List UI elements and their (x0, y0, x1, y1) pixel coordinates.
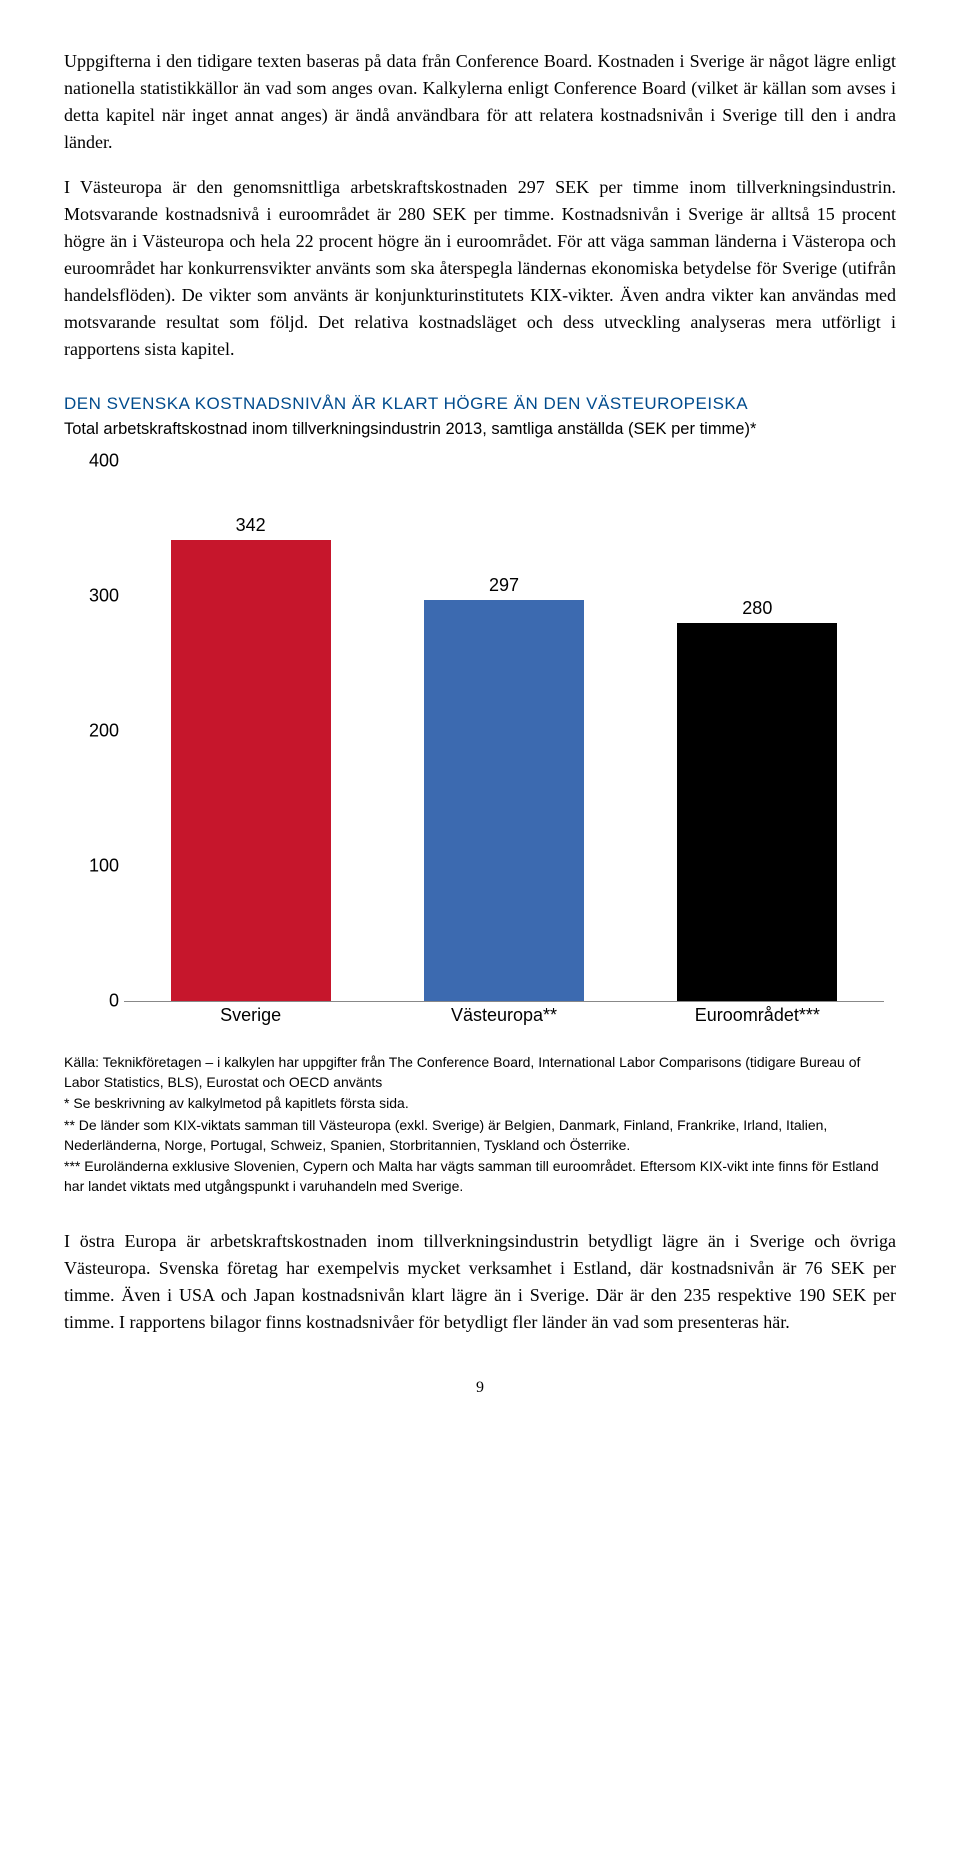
plot-area: 342Sverige297Västeuropa**280Euroområdet*… (124, 461, 884, 1002)
x-tick-label: Västeuropa** (424, 1002, 584, 1029)
bar: 342 (171, 540, 331, 1002)
bar-value-label: 342 (171, 512, 331, 539)
y-tick-label: 200 (64, 718, 119, 745)
paragraph-2: I Västeuropa är den genomsnittliga arbet… (64, 174, 896, 363)
y-tick-label: 400 (64, 448, 119, 475)
bar: 297 (424, 600, 584, 1001)
y-tick-label: 100 (64, 853, 119, 880)
chart-title: DEN SVENSKA KOSTNADSNIVÅN ÄR KLART HÖGRE… (64, 391, 896, 417)
bar-value-label: 297 (424, 572, 584, 599)
y-tick-label: 0 (64, 988, 119, 1015)
bar-value-label: 280 (677, 595, 837, 622)
y-tick-label: 300 (64, 583, 119, 610)
paragraph-3: I östra Europa är arbetskraftskostnaden … (64, 1228, 896, 1336)
chart-subtitle: Total arbetskraftskostnad inom tillverkn… (64, 417, 896, 442)
paragraph-1: Uppgifterna i den tidigare texten basera… (64, 48, 896, 156)
source-note-3: *** Euroländerna exklusive Slovenien, Cy… (64, 1157, 896, 1196)
x-tick-label: Euroområdet*** (677, 1002, 837, 1029)
bar-chart: 342Sverige297Västeuropa**280Euroområdet*… (64, 461, 894, 1041)
source-note-2: ** De länder som KIX-viktats samman till… (64, 1116, 896, 1155)
x-tick-label: Sverige (171, 1002, 331, 1029)
source-note-1: * Se beskrivning av kalkylmetod på kapit… (64, 1094, 896, 1114)
bar: 280 (677, 623, 837, 1001)
page-number: 9 (64, 1376, 896, 1400)
source-line: Källa: Teknikföretagen – i kalkylen har … (64, 1053, 896, 1092)
